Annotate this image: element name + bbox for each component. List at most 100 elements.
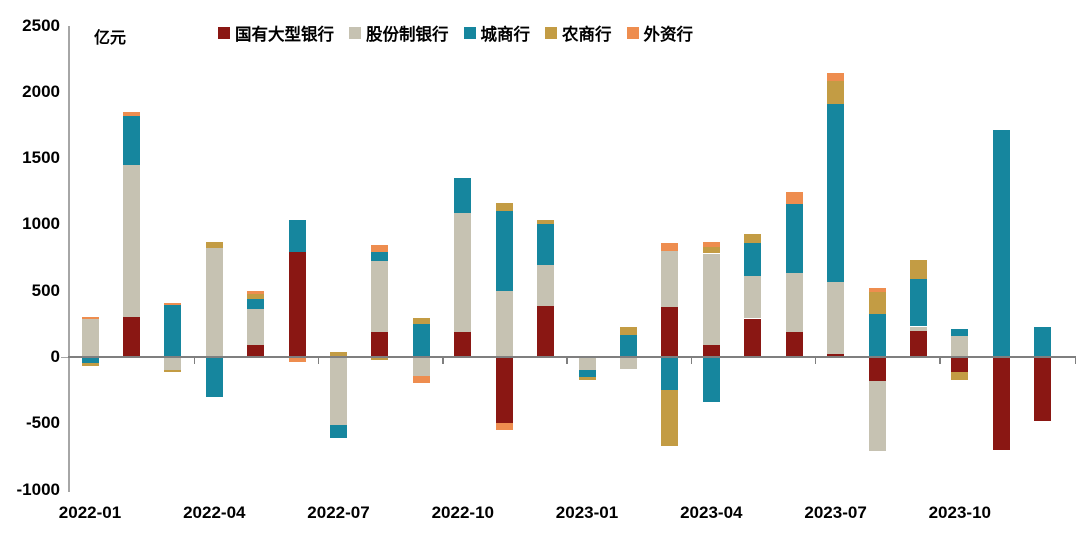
bar-segment xyxy=(744,234,762,243)
legend-label: 国有大型银行 xyxy=(235,26,334,44)
bar-segment xyxy=(412,323,430,357)
bar-segment xyxy=(951,357,969,372)
y-tick-label: 500 xyxy=(31,280,60,300)
bar-segment xyxy=(868,292,886,314)
x-tick-label: 2022-10 xyxy=(431,503,494,522)
bar-segment xyxy=(288,252,306,357)
bar-segment xyxy=(454,178,472,214)
bar-segment xyxy=(330,424,347,438)
bar-segment xyxy=(371,331,389,357)
bar-segment xyxy=(205,248,223,357)
bar-segment xyxy=(288,220,306,253)
bar-segment xyxy=(661,357,679,391)
x-axis-tick xyxy=(814,357,817,364)
bar-segment xyxy=(537,305,555,357)
bar-segment xyxy=(454,331,472,357)
bar-segment xyxy=(827,354,845,357)
x-tick-label: 2023-01 xyxy=(555,503,619,522)
y-tick-label: -500 xyxy=(25,413,60,433)
x-axis-tick xyxy=(193,357,196,364)
bar-segment xyxy=(247,299,265,310)
legend-item: 股份制银行 xyxy=(349,21,449,45)
legend-item: 国有大型银行 xyxy=(218,21,334,45)
bar-segment xyxy=(827,81,845,105)
y-tick-label: -1000 xyxy=(16,479,60,499)
y-tick-label: 1000 xyxy=(22,214,60,234)
y-axis-unit-label: 亿元 xyxy=(94,30,127,47)
bar-segment xyxy=(702,241,720,247)
y-axis-line xyxy=(68,26,70,492)
x-tick-label: 2023-10 xyxy=(928,503,991,522)
legend-item: 城商行 xyxy=(463,21,530,45)
bar-segment xyxy=(495,211,513,292)
legend-swatch-icon xyxy=(626,27,639,39)
legend-swatch-icon xyxy=(545,27,557,39)
legend-swatch-icon xyxy=(218,27,230,39)
bar-segment xyxy=(785,191,803,204)
bar-segment xyxy=(909,326,927,331)
bar-segment xyxy=(702,246,720,254)
bar-segment xyxy=(122,115,140,165)
y-tick-label: 2500 xyxy=(22,15,60,35)
bar-segment xyxy=(371,357,389,360)
x-tick-label: 2023-07 xyxy=(804,503,867,522)
bar-segment xyxy=(827,73,845,82)
x-axis-tick xyxy=(317,357,320,364)
x-axis-tick xyxy=(566,357,568,364)
bar-segment xyxy=(330,357,347,425)
bar-segment xyxy=(288,357,306,363)
bar-segment xyxy=(1034,326,1052,357)
bar-segment xyxy=(164,305,182,357)
bar-segment xyxy=(205,241,223,249)
bar-segment xyxy=(785,203,803,273)
bar-segment xyxy=(785,331,803,357)
x-axis-tick xyxy=(442,357,444,364)
legend-label: 股份制银行 xyxy=(366,26,449,44)
x-axis-zero-line xyxy=(68,356,1076,358)
bar-segment xyxy=(702,253,720,346)
x-tick-label: 2022-04 xyxy=(183,503,246,522)
bar-segment xyxy=(744,243,762,277)
bar-segment xyxy=(247,309,265,346)
bar-segment xyxy=(661,390,679,446)
bar-segment xyxy=(371,251,389,261)
bar-segment xyxy=(578,376,596,380)
bar-segment xyxy=(951,329,969,336)
bar-segment xyxy=(537,264,555,306)
bar-segment xyxy=(81,363,99,366)
bar-segment xyxy=(661,250,679,307)
legend-swatch-icon xyxy=(463,27,476,39)
bar-segment xyxy=(537,223,555,265)
legend-item: 农商行 xyxy=(545,21,612,45)
bar-segment xyxy=(122,111,140,116)
bar-segment xyxy=(951,371,969,380)
bar-segment xyxy=(909,330,927,357)
bar-segment xyxy=(702,357,720,403)
bar-segment xyxy=(495,203,513,212)
bar-segment xyxy=(620,357,637,369)
bar-segment xyxy=(164,370,182,373)
y-tick-label: 0 xyxy=(50,347,60,366)
bar-segment xyxy=(620,326,637,335)
y-tick-label: 2000 xyxy=(22,81,60,101)
y-tick-label: 1500 xyxy=(22,148,60,168)
bar-segment xyxy=(1034,357,1052,421)
bar-segment xyxy=(495,423,513,430)
bar-segment xyxy=(785,272,803,332)
bar-segment xyxy=(122,317,140,357)
bar-segment xyxy=(330,351,347,357)
legend-item: 外资行 xyxy=(626,21,693,45)
bar-segment xyxy=(992,357,1010,450)
bar-segment xyxy=(81,316,99,319)
bar-segment xyxy=(205,357,223,397)
bar-segment xyxy=(81,357,99,363)
bar-segment xyxy=(578,357,596,371)
x-tick-label: 2023-04 xyxy=(680,503,743,522)
chart-legend: 国有大型银行 股份制银行 城商行 农商行 外资行 xyxy=(218,21,708,45)
bar-segment xyxy=(371,245,389,252)
bar-segment xyxy=(412,376,430,383)
bar-segment xyxy=(868,380,886,452)
legend-label: 农商行 xyxy=(562,26,612,44)
bar-segment xyxy=(661,243,679,251)
